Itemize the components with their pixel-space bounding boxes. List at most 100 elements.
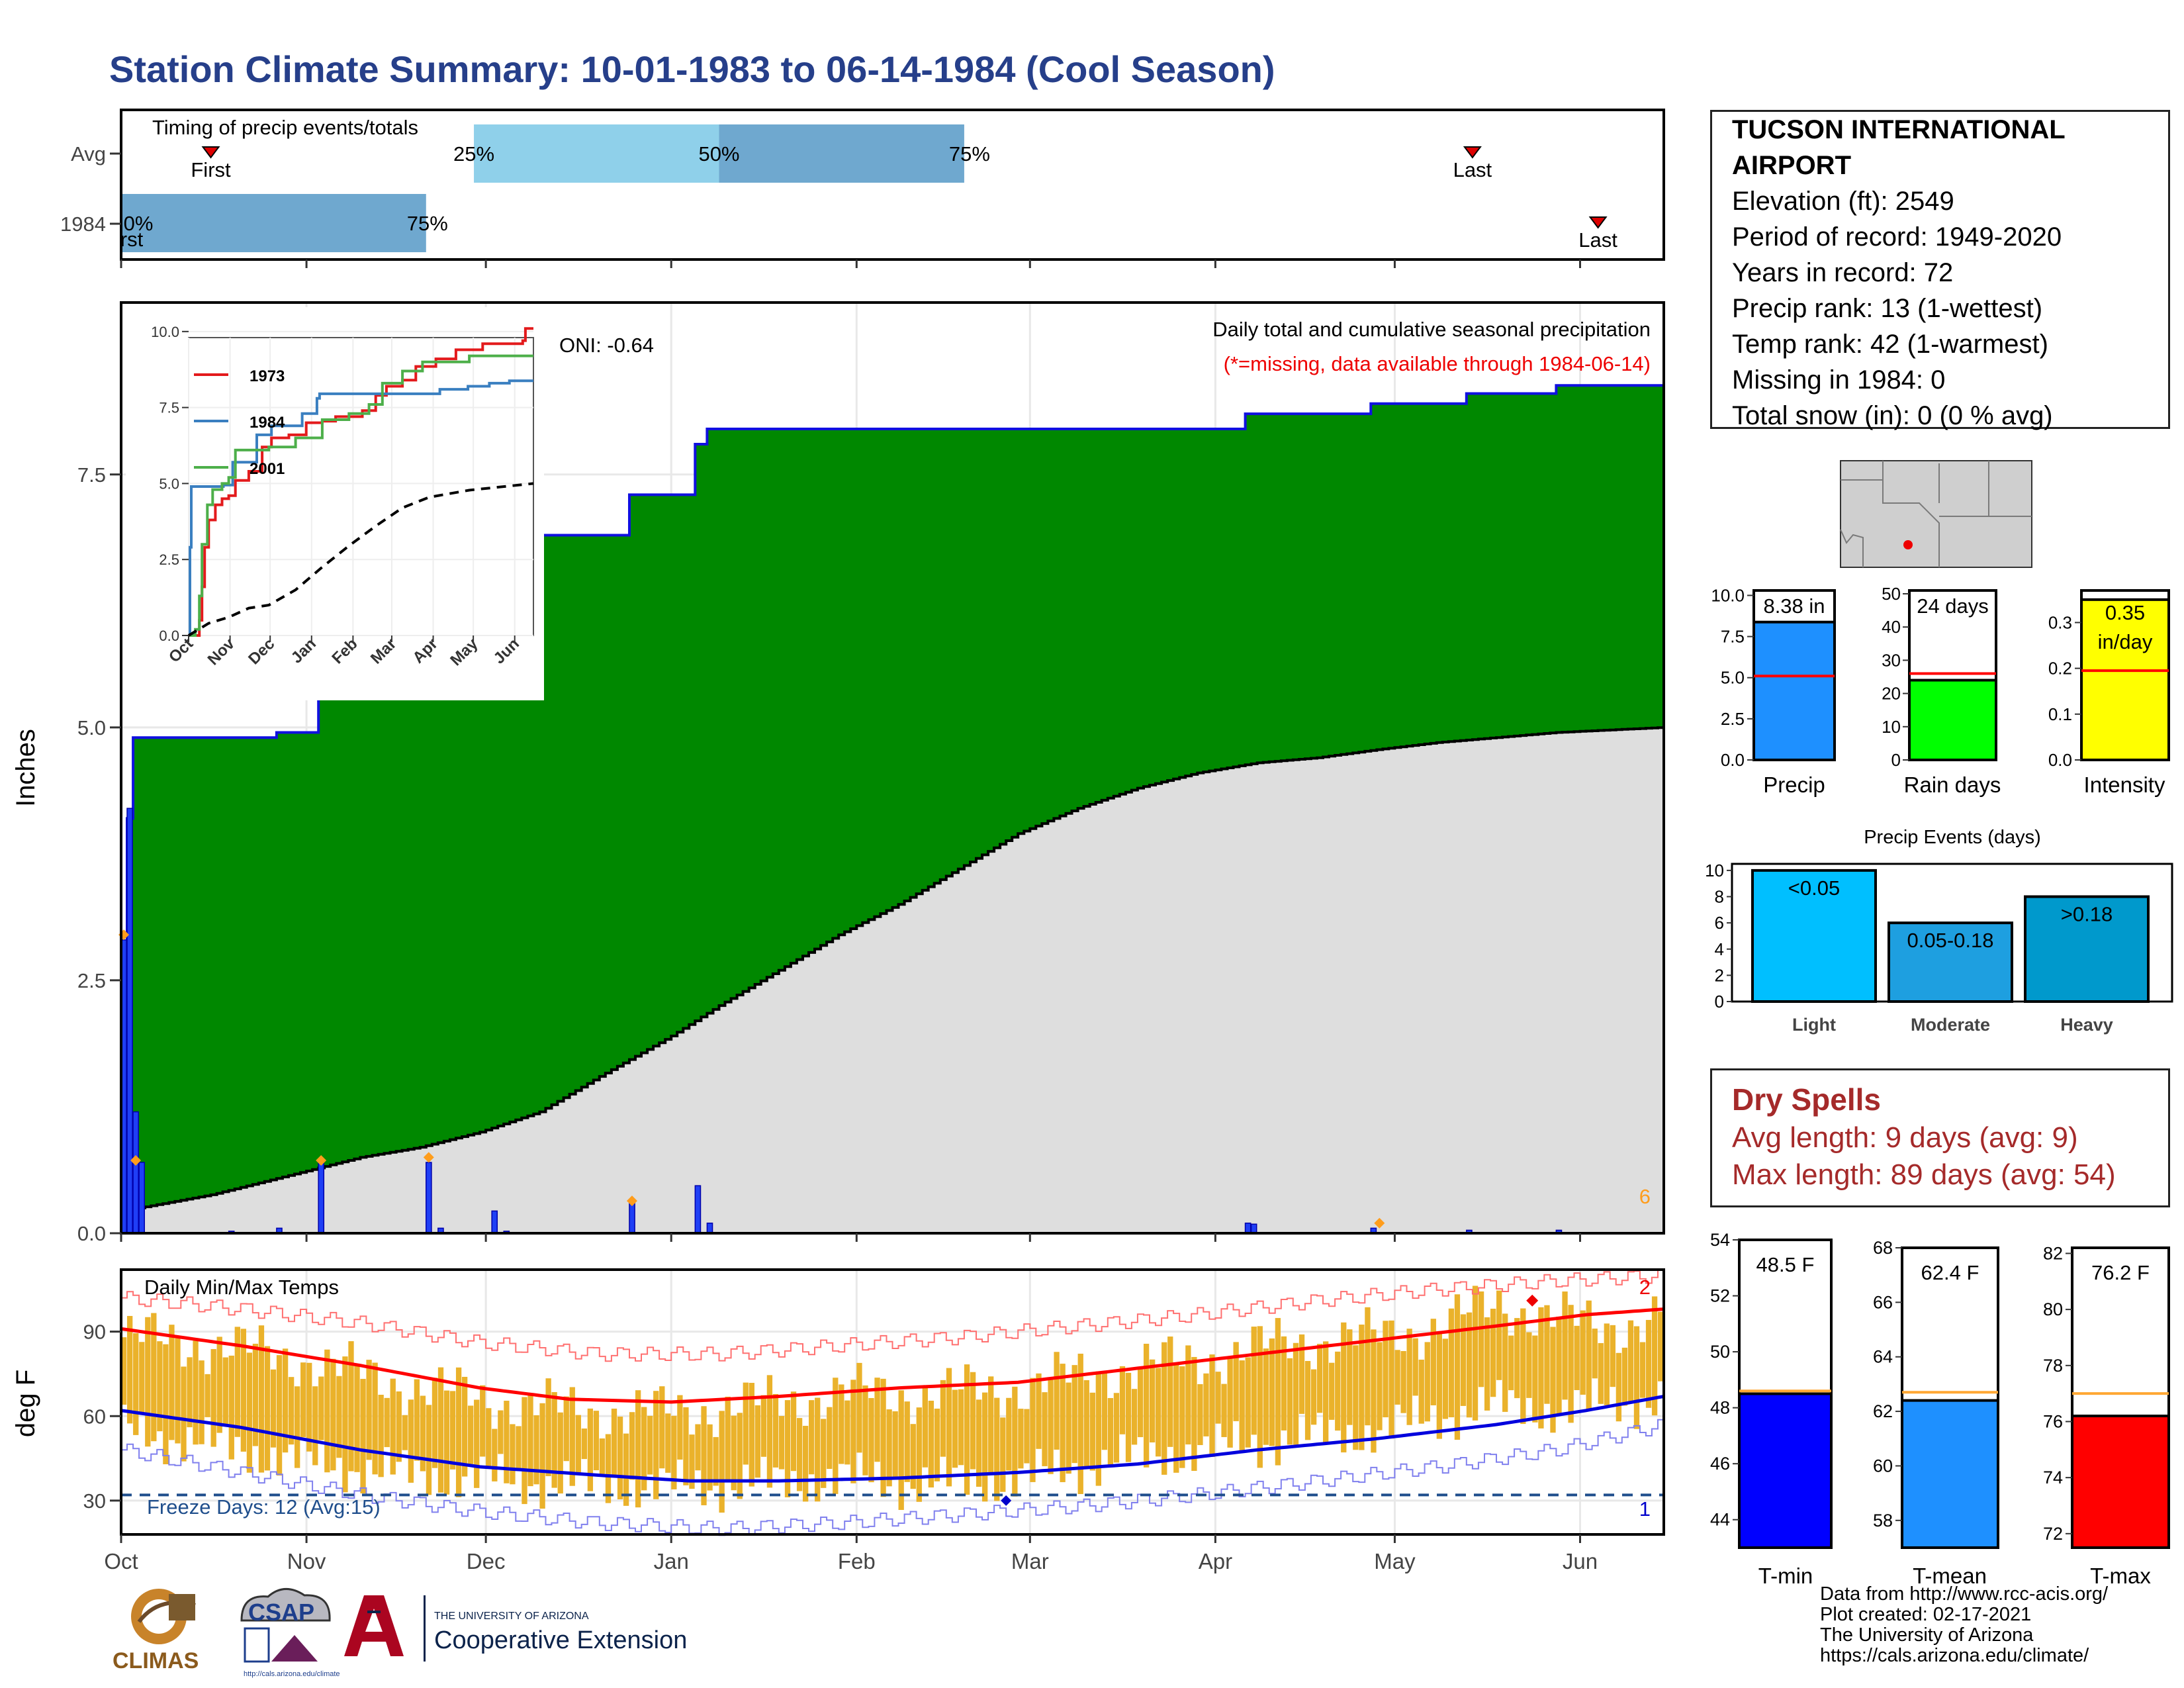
timing-1984-last-label: Last	[1578, 228, 1617, 252]
temps-daily-bar	[994, 1397, 1000, 1501]
temps-daily-bar	[366, 1360, 372, 1460]
temps-daily-bar	[1388, 1320, 1394, 1439]
ua-logo-large-text: Cooperative Extension	[434, 1626, 687, 1654]
temps-daily-bar	[1012, 1386, 1018, 1497]
temps-title: Daily Min/Max Temps	[144, 1276, 339, 1299]
temps-daily-bar	[587, 1408, 594, 1491]
summary-precip-ytick-label: 30	[1882, 650, 1901, 670]
summary-temp-ytick-label: 50	[1710, 1342, 1730, 1362]
summary-precip-value-label: 8.38 in	[1763, 594, 1825, 618]
temps-daily-bar	[228, 1355, 234, 1460]
temps-daily-bar	[264, 1346, 271, 1471]
temps-daily-bar	[796, 1418, 803, 1491]
precip-daily-bar	[491, 1210, 498, 1234]
temps-daily-bar	[1424, 1342, 1430, 1422]
temps-daily-bar	[856, 1362, 862, 1453]
summary-temp-ytick-label: 60	[1873, 1456, 1893, 1476]
events-ytick-label: 6	[1715, 913, 1724, 933]
summary-precip-ytick-label: 0.0	[1721, 750, 1745, 770]
temps-daily-bar	[342, 1356, 348, 1493]
summary-temp-value-label: 76.2 F	[2091, 1261, 2150, 1284]
timing-avg-last-marker	[1463, 146, 1482, 159]
temps-daily-bar	[1113, 1393, 1120, 1463]
temps-daily-bar	[157, 1341, 163, 1432]
temps-daily-bar	[1580, 1310, 1586, 1395]
summary-precip-bar	[2080, 598, 2170, 761]
events-ytick-label: 8	[1715, 887, 1724, 907]
summary-temp-value-label: 48.5 F	[1756, 1253, 1815, 1276]
temps-daily-bar	[569, 1387, 575, 1486]
events-value-label: <0.05	[1788, 876, 1840, 900]
temps-daily-bar	[844, 1400, 850, 1465]
temps-daily-bar	[677, 1395, 683, 1460]
summary-precip-panel: 8.38 in 0.0 2.5 5.0 7.5 10.0 Precip 24 days 0 10 2…	[1711, 584, 2170, 797]
precip-corner-count: 6	[1639, 1185, 1651, 1208]
temps-xtick-label: Nov	[287, 1549, 326, 1573]
inset-frame	[188, 337, 534, 636]
temps-daily-bar	[970, 1372, 976, 1470]
temps-daily-bar	[1150, 1359, 1156, 1443]
climas-logo-text: CLIMAS	[113, 1648, 199, 1673]
temps-daily-bar	[946, 1368, 952, 1487]
precip-marker	[130, 1154, 142, 1166]
temps-daily-bar	[1239, 1360, 1245, 1452]
temps-daily-bar	[1436, 1332, 1442, 1439]
temps-daily-bar	[1532, 1335, 1538, 1423]
inset-ytick-label: 10.0	[151, 324, 179, 340]
temps-daily-bar	[1245, 1357, 1251, 1448]
temps-xtick-label: Mar	[1011, 1549, 1049, 1573]
temps-daily-bar	[1179, 1366, 1185, 1468]
events-ytick-label: 2	[1715, 965, 1724, 985]
temps-daily-bar	[1633, 1326, 1640, 1429]
map-station-marker	[1903, 540, 1913, 549]
temps-daily-bar	[1490, 1308, 1496, 1397]
temps-daily-bar	[988, 1376, 994, 1474]
temps-daily-bar	[545, 1378, 551, 1476]
map-borders	[1841, 461, 2032, 567]
temps-daily-bar	[1095, 1371, 1101, 1486]
temps-daily-bar	[1233, 1342, 1239, 1421]
temps-record-high-count: 2	[1639, 1276, 1651, 1299]
inset-ytick-label: 7.5	[159, 400, 179, 416]
summary-precip-ytick-label: 20	[1882, 684, 1901, 704]
temps-daily-bar	[449, 1391, 456, 1470]
timing-label-25: 25%	[453, 142, 494, 165]
temps-daily-bar	[1304, 1360, 1311, 1440]
temps-daily-bar	[175, 1338, 181, 1444]
temps-daily-bar	[629, 1412, 635, 1480]
temps-daily-bar	[246, 1352, 253, 1473]
temps-daily-bar	[784, 1400, 791, 1497]
temps-daily-bar	[1263, 1348, 1269, 1445]
temps-daily-bar	[295, 1386, 300, 1468]
inset-ytick-label: 0.0	[159, 628, 179, 644]
temps-panel: Daily Min/Max Temps Freeze Days: 12 (Avg:…	[11, 1268, 1665, 1573]
precip-marker	[626, 1196, 637, 1207]
events-value-label: >0.18	[2061, 903, 2113, 926]
temps-daily-bar	[1347, 1329, 1353, 1425]
temps-daily-bar	[821, 1419, 827, 1488]
temps-daily-bar	[1472, 1286, 1479, 1421]
temps-daily-bar	[689, 1434, 695, 1489]
temps-record-max-line	[121, 1268, 1664, 1362]
temps-daily-bar	[1251, 1327, 1257, 1435]
inset-legend-label: 1984	[250, 414, 285, 432]
temps-daily-bar	[1484, 1317, 1490, 1411]
temps-daily-bar	[396, 1391, 402, 1462]
temps-daily-bar	[533, 1415, 539, 1485]
temps-daily-bar	[372, 1362, 378, 1475]
timing-avg-first-label: First	[191, 158, 231, 181]
temps-daily-bar	[551, 1392, 557, 1488]
ua-logo: THE UNIVERSITY OF ARIZONA Cooperative Ex…	[344, 1595, 687, 1662]
summary-precip-ytick-label: 40	[1882, 617, 1901, 637]
precip-ytick-label: 2.5	[77, 969, 106, 992]
precip-daily-bar	[694, 1185, 702, 1234]
summary-temp-ytick-label: 82	[2043, 1243, 2063, 1263]
temps-daily-bar	[408, 1399, 414, 1483]
temps-record-low-count: 1	[1639, 1497, 1651, 1521]
summary-precip-category: Intensity	[2084, 773, 2165, 797]
temps-daily-bar	[133, 1333, 139, 1435]
temps-daily-bar	[1657, 1311, 1664, 1382]
temps-daily-bar	[1298, 1334, 1305, 1414]
events-ytick-label: 10	[1705, 861, 1724, 880]
temps-daily-bar	[964, 1364, 970, 1495]
